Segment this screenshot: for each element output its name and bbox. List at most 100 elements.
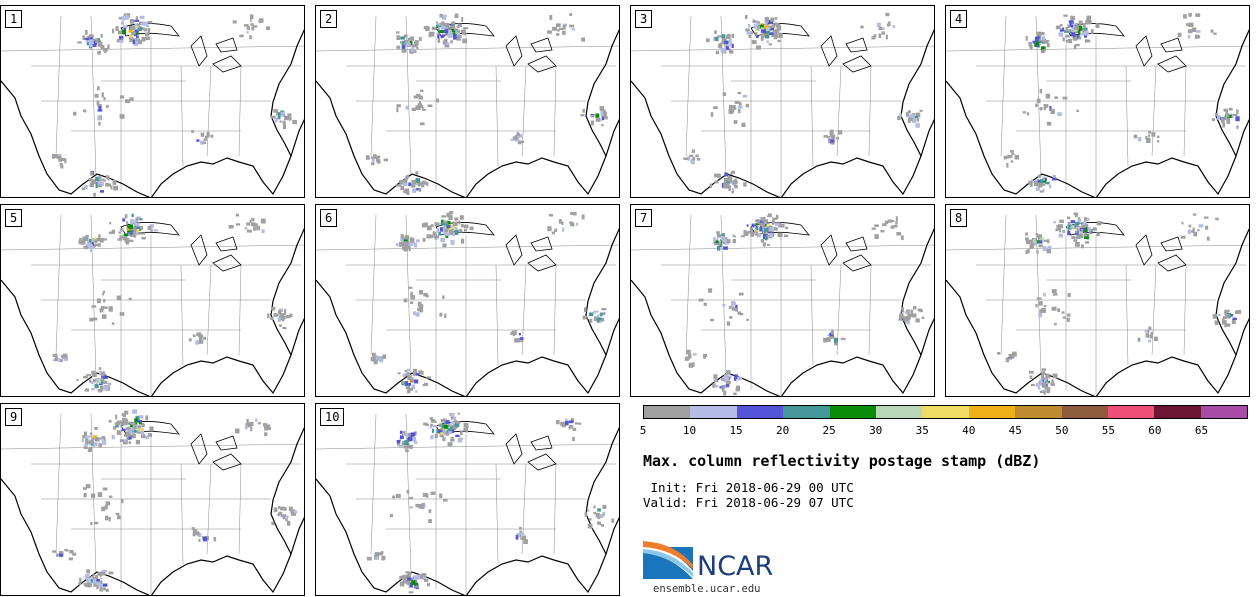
reflectivity-cell xyxy=(135,16,138,21)
reflectivity-cell xyxy=(92,437,97,440)
reflectivity-cell xyxy=(896,231,902,236)
reflectivity-cell xyxy=(720,239,723,244)
reflectivity-cell xyxy=(61,158,66,161)
reflectivity-cell xyxy=(129,426,133,431)
reflectivity-cell xyxy=(1086,218,1090,221)
colorbar-segment xyxy=(922,406,969,418)
reflectivity-cell xyxy=(823,337,828,343)
coastline xyxy=(585,28,619,157)
reflectivity-cell xyxy=(715,36,719,42)
reflectivity-cell xyxy=(1077,226,1082,230)
reflectivity-cell xyxy=(405,105,409,110)
reflectivity-cell xyxy=(445,420,450,425)
reflectivity-cell xyxy=(442,437,446,441)
reflectivity-cell xyxy=(448,227,453,232)
reflectivity-cell xyxy=(99,237,104,243)
reflectivity-cell xyxy=(1012,351,1017,356)
reflectivity-cell xyxy=(1222,122,1225,128)
reflectivity-cell xyxy=(246,222,251,226)
reflectivity-cell xyxy=(1196,30,1201,33)
reflectivity-cell xyxy=(556,23,561,28)
state-border xyxy=(495,463,499,565)
reflectivity-cell xyxy=(695,154,699,157)
reflectivity-cell xyxy=(119,235,123,239)
reflectivity-cell xyxy=(714,385,719,388)
coastline xyxy=(316,80,619,197)
reflectivity-cell xyxy=(97,41,103,47)
reflectivity-cell xyxy=(823,135,828,138)
reflectivity-cell xyxy=(463,422,469,428)
reflectivity-cell xyxy=(1235,116,1240,122)
reflectivity-cell xyxy=(1046,121,1052,126)
reflectivity-cell xyxy=(92,317,98,321)
reflectivity-cell xyxy=(411,580,416,585)
reflectivity-cell xyxy=(1188,224,1192,228)
reflectivity-cell xyxy=(710,112,714,117)
reflectivity-cell xyxy=(1036,234,1040,239)
reflectivity-cell xyxy=(737,105,743,109)
reflectivity-cell xyxy=(282,120,286,125)
reflectivity-cell xyxy=(759,226,763,232)
reflectivity-cell xyxy=(581,214,585,220)
reflectivity-cell xyxy=(1014,154,1019,160)
reflectivity-cell xyxy=(412,436,416,441)
reflectivity-cell xyxy=(691,149,695,153)
reflectivity-cell xyxy=(105,515,109,521)
reflectivity-cell xyxy=(1040,237,1045,242)
reflectivity-cell xyxy=(287,113,291,119)
reflectivity-cell xyxy=(406,580,411,585)
reflectivity-cell xyxy=(712,383,716,388)
reflectivity-cell xyxy=(127,225,130,229)
reflectivity-cell xyxy=(764,17,769,22)
reflectivity-cell xyxy=(77,41,82,44)
reflectivity-cell xyxy=(570,418,575,422)
reflectivity-cell xyxy=(755,225,759,231)
reflectivity-cell xyxy=(838,130,843,135)
reflectivity-cell xyxy=(582,315,588,320)
reflectivity-cell xyxy=(1036,98,1041,103)
reflectivity-cell xyxy=(898,318,903,321)
reflectivity-cell xyxy=(1028,42,1032,47)
reflectivity-cell xyxy=(408,435,413,441)
reflectivity-cell xyxy=(997,352,1001,355)
great-lakes xyxy=(1065,222,1187,272)
reflectivity-cell xyxy=(1073,239,1078,242)
reflectivity-cell xyxy=(415,583,419,588)
reflectivity-cell xyxy=(147,226,152,230)
reflectivity-cell xyxy=(1232,317,1237,320)
member-label-3: 3 xyxy=(635,10,653,28)
reflectivity-cell xyxy=(718,242,722,245)
colorbar-tick-label: 5 xyxy=(639,424,647,437)
reflectivity-cell xyxy=(89,182,94,187)
reflectivity-cell xyxy=(248,422,254,426)
reflectivity-cell xyxy=(52,154,58,159)
reflectivity-cell xyxy=(192,533,196,537)
reflectivity-cell xyxy=(1042,179,1047,183)
reflectivity-cell xyxy=(97,388,102,392)
reflectivity-cell xyxy=(98,437,103,441)
reflectivity-cell xyxy=(717,45,723,48)
reflectivity-cell xyxy=(436,32,440,36)
reflectivity-cell xyxy=(1072,27,1076,31)
reflectivity-cell xyxy=(746,224,749,227)
reflectivity-cell xyxy=(89,432,93,435)
reflectivity-cell xyxy=(286,314,291,319)
reflectivity-cell xyxy=(1145,333,1149,338)
coastline xyxy=(316,478,619,595)
reflectivity-cell xyxy=(1070,15,1076,21)
reflectivity-cell xyxy=(1037,384,1041,390)
reflectivity-cell xyxy=(449,211,454,215)
reflectivity-cell xyxy=(596,317,600,323)
reflectivity-cell xyxy=(235,428,240,434)
reflectivity-cell xyxy=(1035,181,1041,187)
reflectivity-cell xyxy=(692,156,696,161)
reflectivity-cell xyxy=(407,437,410,441)
reflectivity-cell xyxy=(1227,114,1232,118)
member-panel-2: 2 xyxy=(315,5,620,198)
reflectivity-cell xyxy=(733,107,737,110)
reflectivity-cell xyxy=(1035,382,1038,387)
reflectivity-cell xyxy=(461,29,466,33)
reflectivity-cell xyxy=(132,227,137,232)
reflectivity-cell xyxy=(405,175,408,181)
reflectivity-cell xyxy=(1070,225,1075,229)
